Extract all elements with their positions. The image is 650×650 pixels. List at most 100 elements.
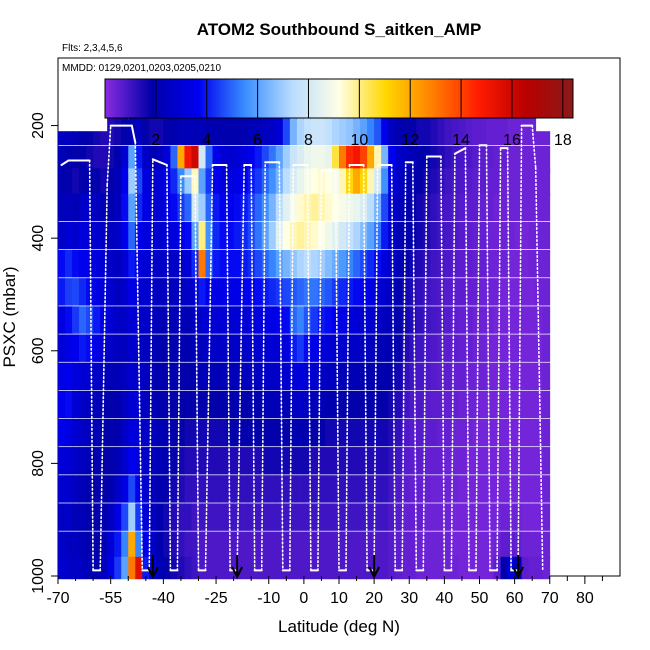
heatmap-cell (93, 503, 101, 531)
heatmap-cell (177, 193, 185, 222)
heatmap-cell (423, 221, 431, 250)
heatmap-cell (93, 131, 101, 146)
heatmap-cell (72, 362, 80, 391)
heatmap-cell (381, 447, 389, 475)
x-tick-label: -70 (46, 590, 69, 607)
heatmap-cell (430, 475, 438, 503)
heatmap-cell (324, 503, 333, 531)
heatmap-cell (381, 390, 389, 419)
heatmap-cell (416, 278, 424, 306)
heatmap-cell (149, 117, 157, 146)
heatmap-cell (226, 556, 235, 580)
heatmap-cell (360, 193, 368, 222)
heatmap-cell (268, 503, 277, 531)
heatmap-cell (507, 278, 516, 306)
heatmap-cell (416, 193, 424, 222)
heatmap-cell (416, 503, 424, 531)
heatmap-cell (303, 145, 312, 174)
heatmap-cell (142, 306, 150, 334)
heatmap-cell (514, 278, 523, 306)
heatmap-cell (261, 306, 270, 334)
heatmap-cell (339, 447, 347, 475)
heatmap-cell (514, 221, 523, 250)
heatmap-cell (324, 531, 333, 559)
heatmap-cell (275, 117, 284, 146)
heatmap-cell (381, 306, 389, 334)
heatmap-cell (296, 531, 305, 559)
flight-track-segment (225, 164, 231, 572)
heatmap-cell (542, 475, 551, 503)
heatmap-cell (58, 447, 66, 475)
heatmap-cell (205, 117, 213, 146)
heatmap-cell (423, 334, 431, 362)
heatmap-cell (79, 475, 87, 503)
flight-track-segment (373, 164, 379, 572)
heatmap-cell (317, 221, 326, 250)
heatmap-cell (339, 117, 347, 146)
heatmap-cell (149, 390, 157, 419)
heatmap-cell (128, 503, 136, 531)
x-tick-label: 60 (506, 590, 524, 607)
heatmap-cell (233, 418, 242, 447)
heatmap-cell (423, 362, 431, 391)
heatmap-cell (177, 278, 185, 306)
heatmap-cell (479, 556, 487, 580)
heatmap-cell (465, 306, 473, 334)
heatmap-cell (93, 306, 101, 334)
heatmap-cell (114, 362, 122, 391)
heatmap-cell (170, 475, 178, 503)
heatmap-cell (121, 418, 129, 447)
heatmap-cell (500, 334, 508, 362)
heatmap-cell (198, 447, 206, 475)
flight-track-segment (250, 164, 256, 572)
heatmap-cell (149, 306, 157, 334)
heatmap-cell (381, 475, 389, 503)
heatmap-cell (128, 221, 136, 250)
heatmap-cell (310, 168, 319, 196)
heatmap-cell (444, 362, 452, 391)
heatmap-cell (493, 334, 501, 362)
heatmap-cell (381, 221, 389, 250)
heatmap-cell (360, 447, 368, 475)
heatmap-cell (79, 447, 87, 475)
heatmap-cell (100, 334, 108, 362)
heatmap-cell (212, 475, 220, 503)
heatmap-cell (331, 334, 340, 362)
heatmap-cell (472, 193, 480, 222)
heatmap-cell (184, 556, 192, 580)
heatmap-cell (542, 193, 551, 222)
heatmap-cell (430, 278, 438, 306)
heatmap-cell (353, 306, 361, 334)
heatmap-cell (303, 362, 312, 391)
heatmap-cell (437, 475, 445, 503)
heatmap-cell (444, 168, 452, 196)
heatmap-cell (451, 447, 459, 475)
heatmap-cell (465, 390, 473, 419)
heatmap-cell (444, 250, 452, 278)
heatmap-cell (451, 362, 459, 391)
heatmap-cell (395, 362, 403, 391)
heatmap-cell (149, 221, 157, 250)
heatmap-cell (58, 475, 66, 503)
heatmap-cell (170, 334, 178, 362)
heatmap-cell (465, 193, 473, 222)
heatmap-cell (423, 418, 431, 447)
heatmap-cell (353, 193, 361, 222)
heatmap-cell (430, 193, 438, 222)
heatmap-cell (205, 145, 213, 174)
heatmap-cell (317, 390, 326, 419)
heatmap-cell (528, 362, 537, 391)
heatmap-cell (212, 334, 220, 362)
heatmap-cell (514, 306, 523, 334)
flight-track-segment (506, 147, 512, 572)
heatmap-cell (444, 117, 452, 146)
heatmap-cell (528, 475, 537, 503)
heatmap-cell (296, 250, 305, 278)
heatmap-cell (254, 334, 263, 362)
heatmap-cell (514, 117, 523, 146)
heatmap-cell (486, 390, 494, 419)
heatmap-cell (191, 117, 199, 146)
heatmap-cell (367, 390, 375, 419)
heatmap-cell (289, 503, 298, 531)
